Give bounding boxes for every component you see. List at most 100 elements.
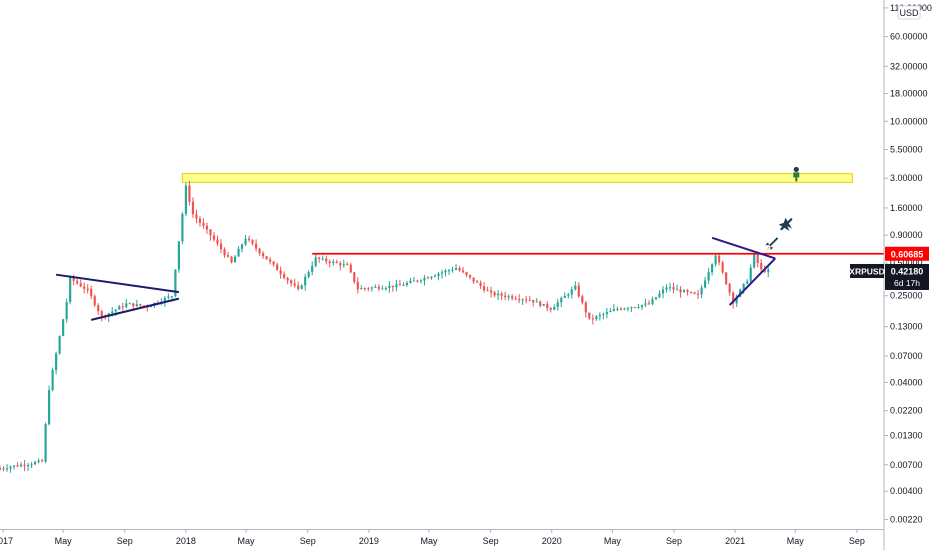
candle-body [293,283,296,286]
candle-body [658,293,661,298]
candle-body [247,238,251,241]
candle-body [398,284,401,286]
candle-body [139,304,142,306]
candle-body [661,289,665,294]
price-axis-tick-label: 5.50000 [890,145,923,155]
candle-body [149,305,152,308]
candle-body [546,304,549,309]
candle-body [279,270,282,275]
price-axis-tick-label: 18.00000 [890,88,928,98]
candle-body [290,280,293,284]
candle-body [202,222,205,226]
candle-body [728,284,731,293]
current-price-badge: XRPUSD 0.42180 6d 17h [849,263,929,290]
candle-body [570,289,573,295]
candle-body [525,299,528,301]
candle-body [686,290,689,292]
candle-body [55,353,58,371]
candle-body [549,308,552,310]
astronaut-icon [793,166,800,182]
candle-body [37,460,40,463]
candle-body [746,281,749,284]
candle-body [262,253,265,257]
candle-body [749,267,752,282]
candle-body [335,261,338,264]
candle-body [198,218,202,223]
candle-body [26,465,30,467]
candle-body [174,269,177,297]
candle-body [725,272,728,285]
candle-body [114,309,117,312]
candle-body [640,304,644,307]
candle-body [672,287,675,290]
candle-body [735,296,738,304]
candle-body [125,303,128,307]
candle-body [539,301,542,306]
candle-body [454,268,458,270]
resistance-price-badge: 0.60685 [885,246,929,261]
candle-body [62,319,65,337]
candle-body [707,272,710,281]
candle-body [623,308,626,310]
candle-body [128,303,131,305]
candle-body [507,296,510,298]
candle-body [500,293,503,296]
time-axis-tick-label: May [787,536,805,546]
candle-body [711,264,714,273]
candle-body [226,255,230,257]
time-axis-tick-label: May [420,536,438,546]
candle-body [244,238,247,245]
candle-body [353,272,356,282]
candle-body [591,318,594,320]
candle-body [311,265,314,272]
price-axis-tick-label: 0.50000 [890,258,923,268]
candle-body [668,287,672,289]
candle-body [258,248,261,254]
candle-body [12,465,16,467]
price-axis-tick-label: 0.07000 [890,351,923,361]
candle-body [111,311,114,314]
candle-body [177,241,180,270]
time-axis-tick-label: May [604,536,622,546]
candle-body [732,292,735,304]
candle-body [360,288,363,290]
candle-body [332,261,335,263]
candle-body [230,256,233,263]
candle-body [346,264,349,266]
candle-body [419,280,423,282]
candle-body [304,276,307,286]
candle-body [553,306,556,310]
candle-body [72,276,75,281]
candle-body [626,308,630,310]
candle-body [521,299,524,301]
candle-body [689,291,693,293]
time-axis-tick-label: 2021 [725,536,745,546]
candle-body [167,296,170,298]
candle-body [598,315,601,317]
candle-body [265,256,268,260]
candle-body [384,287,387,289]
time-axis-tick-label: Sep [300,536,316,546]
candle-body [86,288,89,290]
candle-body [135,304,138,307]
candle-body [714,255,717,265]
candle-body [577,285,580,297]
price-axis-tick-label: 32.00000 [890,61,928,71]
candle-body [535,301,538,303]
candle-body [461,270,465,273]
time-axis-tick-label: Sep [483,536,499,546]
candle-body [212,235,216,240]
candle-body [328,261,331,263]
candle-body [188,185,191,202]
currency-badge[interactable]: USD [897,5,921,20]
rocket-icon [765,237,779,251]
price-axis-tick-label: 0.01300 [890,431,923,441]
candle-body [665,287,668,290]
candle-body [142,305,145,307]
candle-body [83,286,86,289]
candle-body [704,280,707,288]
candle-body [475,281,479,283]
candle-body [493,292,496,296]
candle-body [170,296,173,298]
candle-body [100,311,103,317]
